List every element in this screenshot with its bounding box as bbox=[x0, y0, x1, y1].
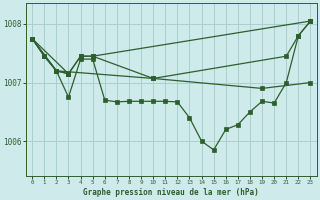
X-axis label: Graphe pression niveau de la mer (hPa): Graphe pression niveau de la mer (hPa) bbox=[84, 188, 259, 197]
